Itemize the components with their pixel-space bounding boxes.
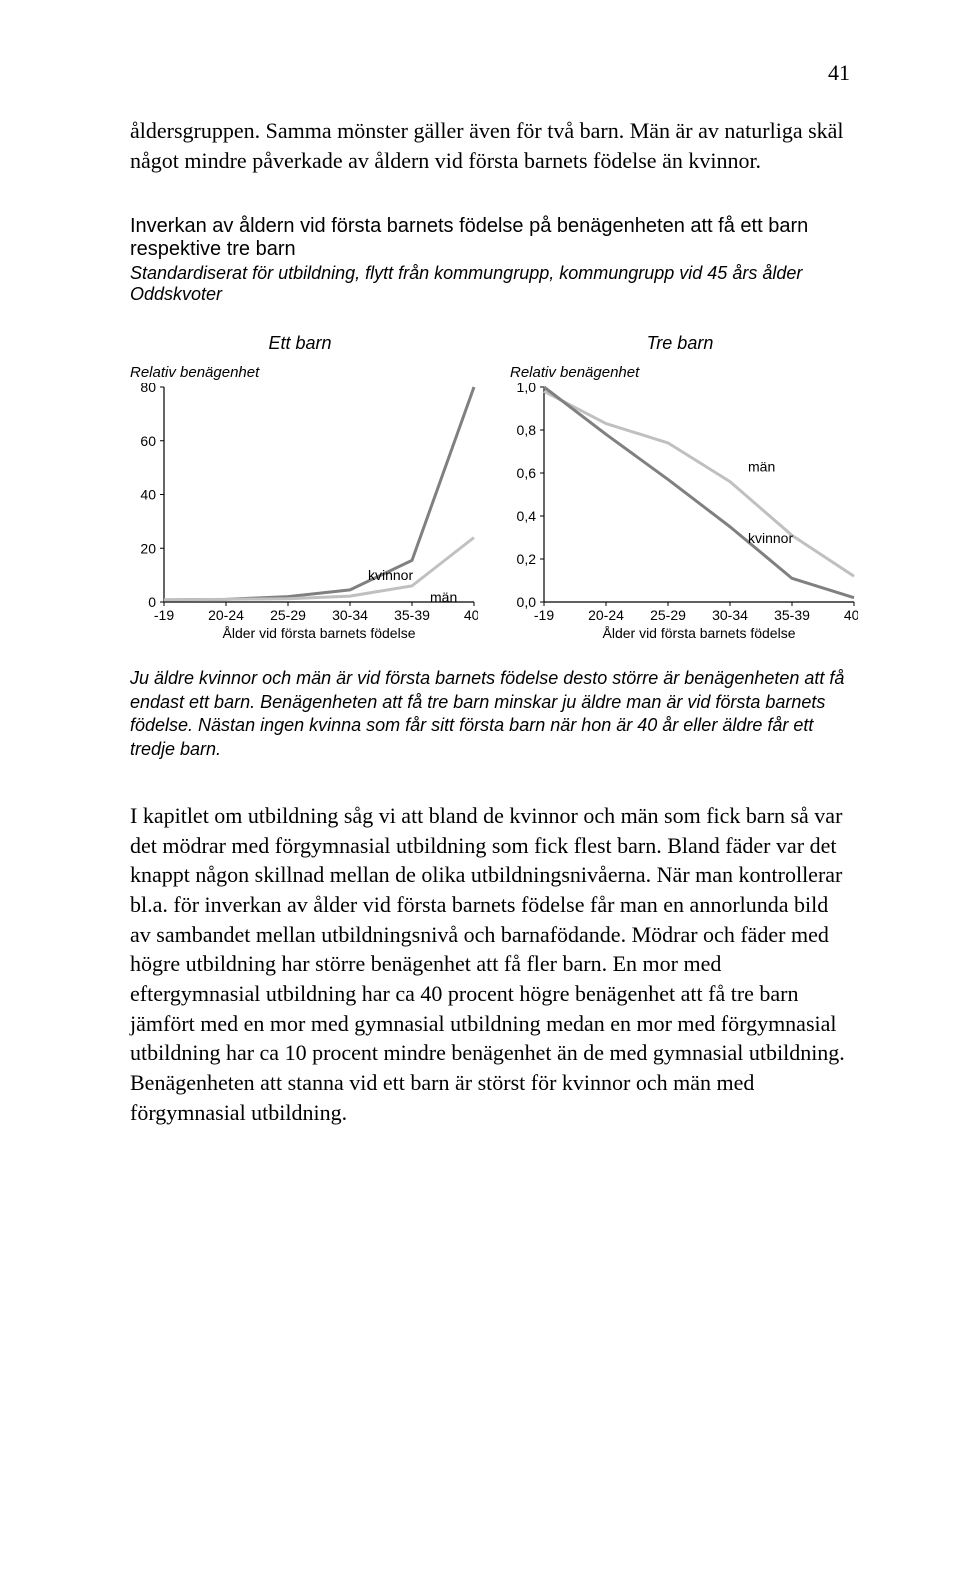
svg-text:20-24: 20-24 <box>588 607 624 623</box>
chart-right-col: Tre barn Relativ benägenhet 0,00,20,40,6… <box>510 333 850 647</box>
svg-text:män: män <box>748 459 775 475</box>
chart-right: 0,00,20,40,60,81,0-1920-2425-2930-3435-3… <box>510 383 858 642</box>
body-paragraph: I kapitlet om utbildning såg vi att blan… <box>130 801 850 1128</box>
page: 41 åldersgruppen. Samma mönster gäller ä… <box>0 0 960 1210</box>
svg-text:-19: -19 <box>534 607 554 623</box>
svg-text:20-24: 20-24 <box>208 607 244 623</box>
svg-text:kvinnor: kvinnor <box>368 567 413 583</box>
page-number: 41 <box>130 60 850 86</box>
svg-text:25-29: 25-29 <box>270 607 306 623</box>
svg-text:kvinnor: kvinnor <box>748 530 793 546</box>
svg-text:30-34: 30-34 <box>712 607 748 623</box>
svg-text:80: 80 <box>140 383 156 395</box>
svg-text:35-39: 35-39 <box>774 607 810 623</box>
chart-left-ylabel: Relativ benägenhet <box>130 364 470 381</box>
svg-text:30-34: 30-34 <box>332 607 368 623</box>
svg-text:-19: -19 <box>154 607 174 623</box>
chart-caption: Ju äldre kvinnor och män är vid första b… <box>130 667 850 761</box>
svg-text:0,4: 0,4 <box>517 508 537 524</box>
intro-paragraph: åldersgruppen. Samma mönster gäller även… <box>130 116 850 175</box>
svg-text:20: 20 <box>140 541 156 557</box>
chart-right-title: Tre barn <box>510 333 850 354</box>
chart-subtitle-line2: Oddskvoter <box>130 284 222 304</box>
svg-text:1,0: 1,0 <box>517 383 537 395</box>
svg-text:25-29: 25-29 <box>650 607 686 623</box>
svg-text:Ålder vid första barnets födel: Ålder vid första barnets födelse <box>223 625 416 641</box>
chart-block-title: Inverkan av åldern vid första barnets fö… <box>130 215 850 261</box>
svg-text:60: 60 <box>140 433 156 449</box>
svg-text:40: 40 <box>140 487 156 503</box>
chart-right-ylabel: Relativ benägenhet <box>510 364 850 381</box>
svg-text:0,6: 0,6 <box>517 465 537 481</box>
svg-text:0,2: 0,2 <box>517 551 537 567</box>
chart-block-subtitle: Standardiserat för utbildning, flytt frå… <box>130 263 850 305</box>
chart-left: 020406080-1920-2425-2930-3435-3940-kvinn… <box>130 383 478 642</box>
chart-left-col: Ett barn Relativ benägenhet 020406080-19… <box>130 333 470 647</box>
svg-text:0,8: 0,8 <box>517 422 537 438</box>
chart-subtitle-line1: Standardiserat för utbildning, flytt frå… <box>130 263 802 283</box>
charts-row: Ett barn Relativ benägenhet 020406080-19… <box>130 333 850 647</box>
svg-text:40-: 40- <box>464 607 478 623</box>
svg-text:Ålder vid första barnets födel: Ålder vid första barnets födelse <box>603 625 796 641</box>
svg-text:35-39: 35-39 <box>394 607 430 623</box>
svg-text:män: män <box>430 589 457 605</box>
chart-left-title: Ett barn <box>130 333 470 354</box>
svg-text:40-: 40- <box>844 607 858 623</box>
